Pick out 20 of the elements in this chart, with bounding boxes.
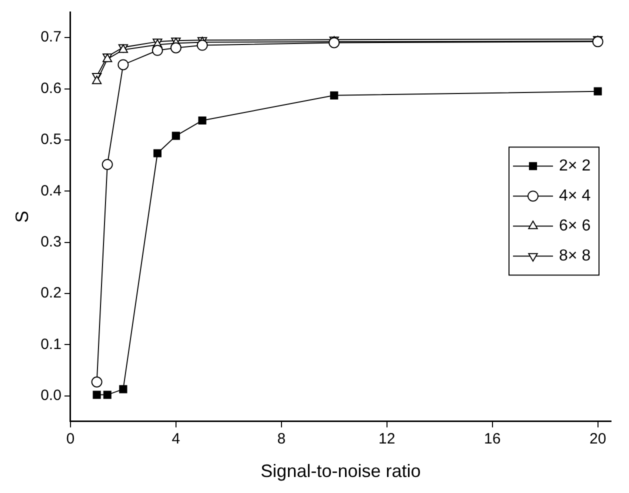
x-tick-label: 4	[172, 430, 180, 448]
legend-label: 4× 4	[559, 188, 591, 205]
legend-label: 2× 2	[559, 158, 591, 175]
y-tick-label: 0.3	[40, 233, 62, 250]
y-tick-label: 0.4	[40, 182, 62, 200]
y-tick-label: 0.5	[40, 131, 62, 148]
y-tick-label: 0.2	[40, 284, 62, 302]
y-tick-label: 0.1	[40, 336, 62, 353]
x-axis-title: Signal-to-noise ratio	[260, 461, 421, 482]
legend-label: 6× 6	[559, 218, 591, 235]
y-tick-label: 0.0	[40, 386, 62, 404]
y-axis-title: S	[12, 210, 32, 223]
y-tick-label: 0.7	[40, 28, 62, 46]
x-tick-label: 16	[484, 430, 501, 448]
x-tick-label: 8	[277, 430, 286, 448]
x-tick-label: 20	[589, 430, 606, 448]
x-tick-label: 0	[66, 430, 75, 448]
legend-label: 8× 8	[559, 248, 591, 265]
y-tick-label: 0.6	[40, 80, 62, 97]
x-tick-label: 12	[378, 430, 396, 448]
